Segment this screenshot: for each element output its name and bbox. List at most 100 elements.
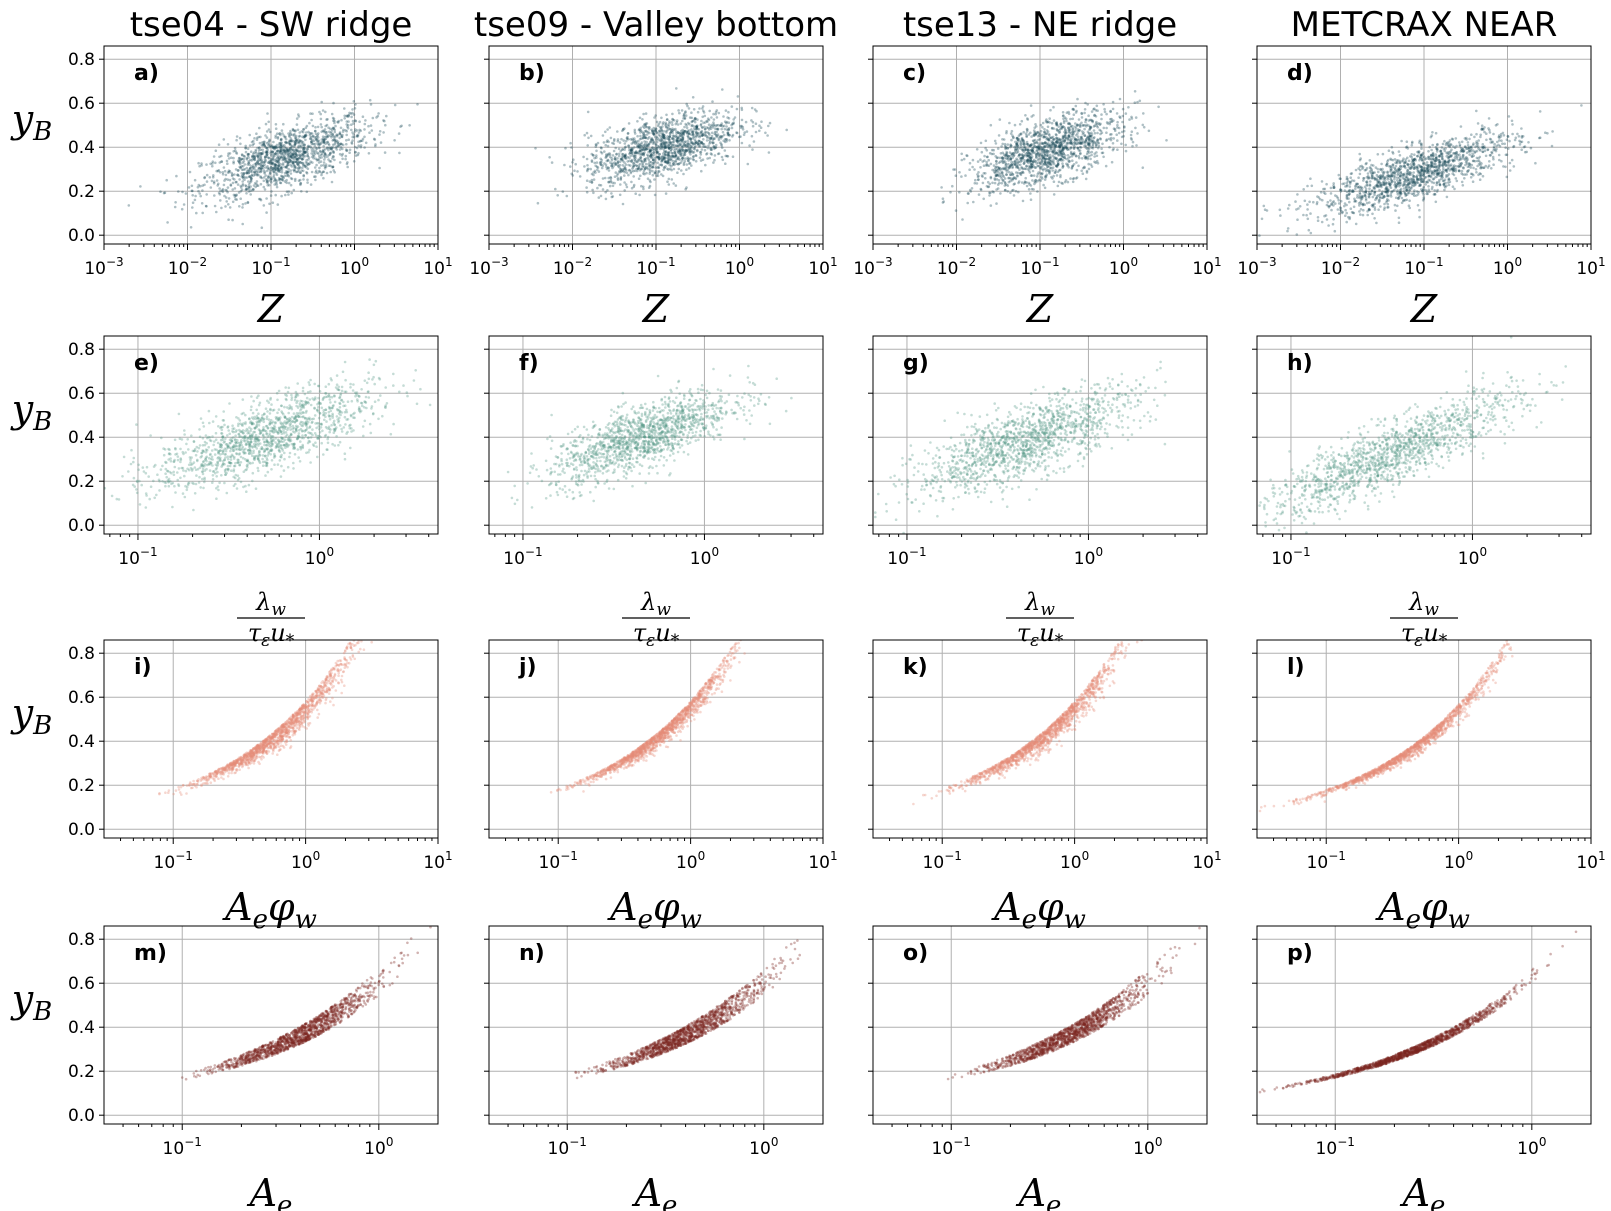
scatter-point: [680, 131, 683, 135]
scatter-point: [665, 131, 668, 134]
scatter-point: [312, 139, 316, 143]
scatter-point: [632, 141, 635, 145]
scatter-point: [667, 124, 670, 128]
scatter-point: [1044, 119, 1048, 123]
scatter-point: [633, 130, 637, 134]
scatter-point: [692, 158, 696, 162]
scatter-point: [1390, 190, 1393, 193]
scatter-point: [1470, 147, 1473, 150]
scatter-point: [331, 150, 335, 153]
scatter-point: [1000, 172, 1004, 175]
scatter-point: [1103, 110, 1107, 114]
scatter-point: [691, 120, 694, 123]
scatter-point: [286, 172, 289, 176]
scatter-point: [1077, 164, 1080, 168]
scatter-point: [679, 138, 682, 141]
scatter-point: [631, 166, 635, 169]
scatter-point: [336, 120, 339, 124]
scatter-point: [1044, 160, 1047, 164]
scatter-point: [641, 152, 645, 155]
scatter-point: [673, 155, 676, 158]
scatter-point: [1027, 159, 1030, 163]
scatter-point: [1123, 125, 1126, 128]
scatter-point: [638, 137, 642, 141]
scatter-point: [767, 124, 770, 128]
scatter-point: [1383, 176, 1386, 180]
scatter-point: [1365, 180, 1368, 184]
scatter-point: [1477, 173, 1480, 177]
scatter-point: [278, 168, 282, 171]
scatter-point: [331, 116, 335, 120]
scatter-point: [662, 166, 666, 169]
scatter-point: [231, 188, 234, 191]
scatter-point: [1012, 153, 1016, 157]
scatter-point: [1081, 166, 1085, 170]
scatter-point: [1003, 154, 1007, 157]
scatter-point: [692, 150, 696, 154]
scatter-point: [281, 179, 285, 182]
scatter-point: [265, 153, 269, 157]
scatter-point: [1310, 184, 1314, 188]
scatter-point: [268, 139, 271, 143]
scatter-point: [194, 194, 197, 198]
scatter-point: [633, 139, 636, 142]
scatter-point: [191, 194, 194, 197]
scatter-point: [677, 151, 681, 155]
scatter-point: [1366, 213, 1369, 217]
scatter-point: [253, 182, 257, 185]
scatter-point: [596, 166, 600, 169]
scatter-point: [1043, 152, 1047, 156]
scatter-point: [1120, 130, 1124, 134]
scatter-point: [1062, 125, 1065, 129]
scatter-point: [689, 141, 693, 144]
scatter-point: [1448, 139, 1452, 142]
scatter-point: [1480, 124, 1484, 127]
scatter-point: [1372, 164, 1375, 167]
scatter-point: [616, 138, 620, 141]
scatter-point: [648, 170, 652, 174]
scatter-point: [266, 166, 270, 170]
scatter-point: [328, 153, 332, 156]
scatter-point: [1327, 204, 1330, 208]
scatter-point: [326, 155, 329, 158]
scatter-point: [222, 166, 226, 169]
scatter-point: [1052, 143, 1055, 146]
scatter-point: [277, 161, 281, 165]
scatter-point: [1454, 177, 1458, 180]
scatter-point: [284, 137, 288, 141]
scatter-point: [1053, 156, 1056, 159]
scatter-point: [1115, 112, 1119, 115]
scatter-point: [336, 142, 340, 145]
scatter-point: [275, 153, 279, 156]
scatter-point: [303, 133, 307, 137]
scatter-point: [1040, 133, 1044, 137]
scatter-point: [1086, 141, 1090, 145]
scatter-point: [310, 140, 313, 143]
scatter-point: [363, 135, 366, 139]
scatter-point: [591, 188, 594, 192]
scatter-point: [639, 147, 642, 151]
scatter-point: [219, 199, 222, 202]
scatter-point: [721, 125, 724, 128]
scatter-point: [310, 118, 313, 122]
scatter-point: [983, 159, 986, 162]
scatter-point: [209, 186, 213, 189]
scatter-point: [1405, 173, 1409, 176]
scatter-point: [643, 151, 646, 154]
scatter-point: [335, 139, 339, 142]
scatter-point: [1079, 146, 1083, 149]
scatter-point: [682, 149, 685, 152]
scatter-point: [249, 193, 252, 196]
scatter-point: [594, 164, 597, 168]
scatter-point: [659, 143, 663, 146]
scatter-point: [1063, 154, 1067, 157]
scatter-point: [981, 175, 984, 178]
scatter-point: [238, 161, 241, 164]
scatter-point: [1061, 138, 1065, 141]
scatter-point: [1088, 134, 1092, 138]
scatter-point: [724, 162, 727, 165]
scatter-point: [700, 119, 703, 123]
scatter-point: [1072, 152, 1075, 156]
scatter-point: [614, 146, 617, 150]
scatter-point: [271, 167, 275, 170]
